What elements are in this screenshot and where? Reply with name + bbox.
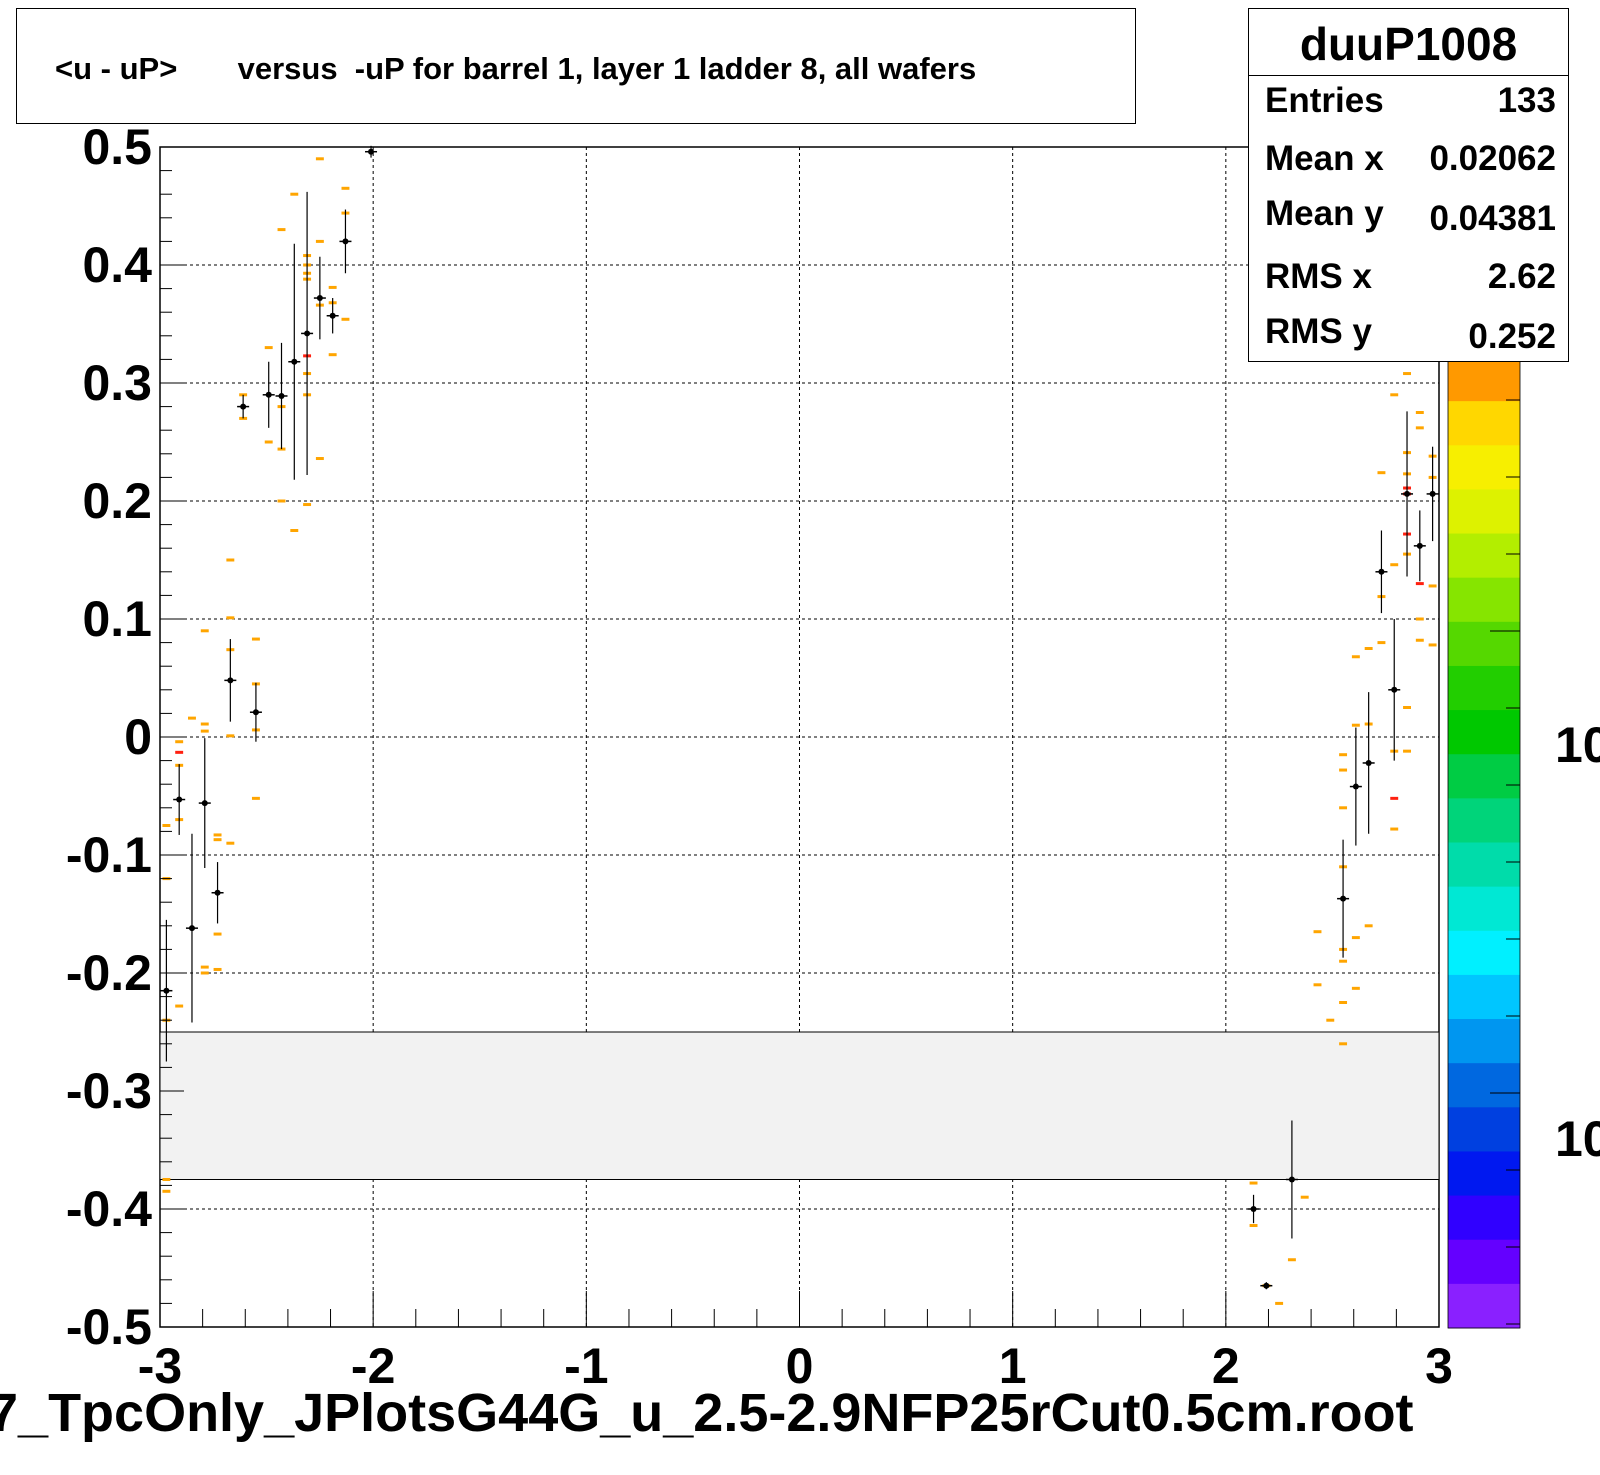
palette-label: 10: [1555, 717, 1600, 773]
profile-point: [188, 925, 195, 932]
grid-lines: [160, 147, 1439, 1327]
stat-label-mean-y: Mean y: [1265, 194, 1384, 233]
profile-point: [1404, 490, 1411, 497]
palette-cell: [1448, 930, 1520, 976]
profile-point: [201, 800, 208, 807]
profile-point: [1288, 1176, 1295, 1183]
profile-point: [329, 312, 336, 319]
x-tick-label: 2: [1212, 1338, 1240, 1394]
axes: 0.5 0.4 0.3 0.2 0.1 0 -0.1 -0.2 -0.3 -0.4 -0.5-3 -2…: [66, 119, 1453, 1394]
gap-band: [159, 1031, 1440, 1180]
profile-point: [278, 392, 285, 399]
stat-value-rms-y: 0.252: [1468, 317, 1556, 356]
profile-point: [1365, 759, 1372, 766]
profile-point: [1429, 490, 1436, 497]
stat-label-rms-y: RMS y: [1265, 312, 1372, 351]
palette-cell: [1448, 798, 1520, 843]
palette-cell: [1448, 577, 1520, 623]
profile-point: [1416, 542, 1423, 549]
palette-cell: [1448, 1283, 1520, 1329]
y-tick-label: 0.5: [82, 119, 152, 175]
profile-point: [1352, 783, 1359, 790]
palette-cell: [1448, 489, 1520, 535]
y-tick-label: -0.2: [66, 945, 152, 1001]
stat-label-mean-x: Mean x: [1265, 139, 1384, 178]
stat-value-entries: 133: [1497, 81, 1556, 120]
band-rect: [159, 1031, 1440, 1180]
profile-point: [265, 391, 272, 398]
x-tick-label: -1: [564, 1338, 608, 1394]
stats-divider: [1249, 75, 1568, 76]
palette-cell: [1448, 401, 1520, 446]
palette-cell: [1448, 357, 1520, 402]
y-tick-label: 0: [124, 709, 152, 765]
palette-cell: [1448, 974, 1520, 1020]
profile-point: [252, 709, 259, 716]
profile-point: [304, 330, 311, 337]
y-tick-label: -0.3: [66, 1063, 152, 1119]
palette-cell: [1448, 886, 1520, 932]
color-palette: 10 10: [1447, 356, 1600, 1329]
profile-point: [163, 987, 170, 994]
profile-point: [342, 238, 349, 245]
profile-point: [1340, 895, 1347, 902]
profile-point: [227, 677, 234, 684]
profile-point: [291, 358, 298, 365]
palette-cell: [1448, 1107, 1520, 1152]
profile-point: [1378, 568, 1385, 575]
profile-point: [316, 295, 323, 302]
stat-value-mean-x: 0.02062: [1429, 139, 1556, 178]
palette-cell: [1448, 842, 1520, 888]
stat-value-rms-x: 2.62: [1487, 257, 1556, 296]
palette-label: 10: [1555, 1111, 1600, 1167]
stat-label-entries: Entries: [1265, 81, 1384, 120]
profile-point: [368, 148, 375, 155]
profile-point: [214, 889, 221, 896]
y-tick-label: -0.4: [66, 1181, 152, 1237]
palette-cell: [1448, 621, 1520, 667]
y-tick-label: -0.1: [66, 827, 152, 883]
y-tick-label: 0.4: [82, 237, 152, 293]
plot-title: <u - uP> versus -uP for barrel 1, layer …: [55, 51, 977, 86]
palette-cell: [1448, 1063, 1520, 1108]
palette-cell: [1448, 533, 1520, 579]
stat-label-rms-x: RMS x: [1265, 257, 1372, 296]
palette-cell: [1448, 1239, 1520, 1285]
profile-point: [176, 796, 183, 803]
stats-name: duuP1008: [1299, 18, 1518, 70]
x-tick-label: 3: [1425, 1338, 1453, 1394]
y-tick-label: 0.2: [82, 473, 152, 529]
x-tick-label: 0: [786, 1338, 814, 1394]
palette-cell: [1448, 445, 1520, 490]
profile-point: [240, 403, 247, 410]
palette-cell: [1448, 665, 1520, 711]
x-tick-label: 1: [999, 1338, 1027, 1394]
profile-point: [1391, 686, 1398, 693]
stat-value-mean-y: 0.04381: [1429, 199, 1556, 238]
x-axis-title: 7_TpcOnly_JPlotsG44G_u_2.5-2.9NFP25rCut0…: [0, 1383, 1414, 1443]
x-tick-label: -2: [351, 1338, 395, 1394]
palette-cell: [1448, 710, 1520, 755]
palette-cell: [1448, 1019, 1520, 1064]
profile-point: [1263, 1282, 1270, 1289]
palette-cell: [1448, 1151, 1520, 1197]
palette-cell: [1448, 754, 1520, 799]
y-tick-label: -0.5: [66, 1299, 152, 1355]
title-box: <u - uP> versus -uP for barrel 1, layer …: [16, 8, 1136, 124]
x-tick-label: -3: [138, 1338, 182, 1394]
y-tick-label: 0.1: [82, 591, 152, 647]
profile-points: [160, 145, 1439, 1290]
stats-box: duuP1008 Entries 133 Mean x 0.02062 Mean…: [1248, 8, 1569, 362]
y-tick-label: 0.3: [82, 355, 152, 411]
palette-cell: [1448, 1195, 1520, 1241]
profile-point: [1250, 1206, 1257, 1212]
